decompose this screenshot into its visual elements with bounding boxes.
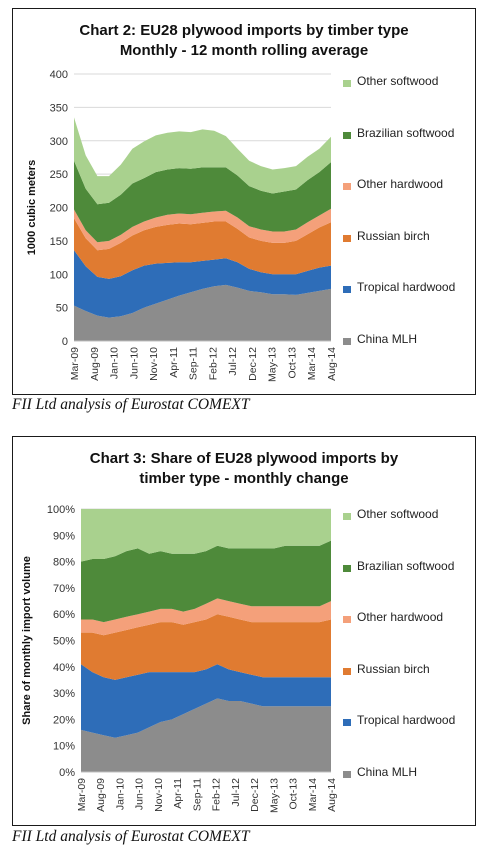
legend-swatch (343, 564, 351, 572)
x-tick-label: Jan-10 (109, 347, 121, 379)
area-series-china-mlh (74, 284, 331, 341)
x-tick-label: Aug-14 (326, 778, 338, 812)
legend-label: Russian birch (357, 661, 430, 676)
y-tick-label: 0 (62, 336, 68, 348)
x-tick-label: Feb-12 (207, 347, 219, 380)
y-tick-label: 40% (53, 662, 75, 674)
legend-label: China MLH (357, 764, 418, 779)
legend-label: China MLH (357, 331, 418, 346)
legend-label: Other hardwood (357, 177, 444, 191)
x-tick-label: Jun-10 (128, 347, 140, 379)
chart-panel-share: Chart 3: Share of EU28 plywood imports b… (12, 436, 476, 826)
x-tick-label: May-13 (267, 347, 279, 382)
area-series-other-softwood (74, 117, 331, 205)
area-series-russian-birch (74, 218, 331, 279)
legend-label: Other hardwood (357, 610, 444, 624)
x-tick-label: Mar-09 (69, 347, 81, 380)
y-tick-label: 400 (50, 69, 68, 81)
legend-label: Tropical hardwood (357, 713, 456, 727)
area-series-other-hardwood (74, 208, 331, 251)
x-tick-label: Apr-11 (168, 347, 180, 378)
y-tick-label: 50% (53, 636, 75, 648)
legend-swatch (343, 770, 351, 778)
x-tick-label: Aug-09 (89, 347, 101, 381)
y-tick-label: 90% (53, 530, 75, 542)
area-series-china-mlh (81, 698, 331, 772)
y-tick-label: 0% (59, 767, 75, 779)
chart-title: Chart 3: Share of EU28 plywood imports b… (13, 449, 475, 489)
area-series-tropical-hardwood (74, 250, 331, 318)
x-tick-label: Nov-10 (153, 778, 165, 812)
y-tick-label: 350 (50, 102, 68, 114)
y-tick-label: 80% (53, 557, 75, 569)
legend-swatch (343, 286, 351, 293)
legend-swatch (343, 616, 351, 623)
legend-swatch (343, 131, 351, 139)
legend-swatch (343, 513, 351, 520)
legend-label: Other softwood (357, 507, 439, 521)
y-tick-label: 50 (56, 303, 68, 315)
y-tick-label: 60% (53, 609, 75, 621)
x-tick-label: Jun-10 (134, 778, 146, 810)
chart-title-line2: Monthly - 12 month rolling average (119, 42, 369, 59)
y-tick-label: 10% (53, 741, 75, 753)
chart-title: Chart 2: EU28 plywood imports by timber … (13, 21, 475, 61)
chart-title-line1: Chart 3: Share of EU28 plywood imports b… (89, 450, 399, 467)
x-tick-label: May-13 (268, 778, 280, 813)
area-series-other-hardwood (81, 598, 331, 636)
y-tick-label: 20% (53, 714, 75, 726)
chart-title-line1: Chart 2: EU28 plywood imports by timber … (79, 22, 409, 39)
x-tick-label: Feb-12 (211, 778, 223, 811)
chart-title-line2: timber type - monthly change (139, 470, 349, 487)
legend-swatch (343, 667, 351, 675)
y-tick-label: 100 (50, 269, 68, 281)
area-series-brazilian-softwood (74, 160, 331, 243)
stacked-area-chart-volume: 0 50 100 150 200 250 300 350 400 Mar-09 Aug-09 Jan-… (26, 69, 338, 382)
area-series-other-softwood (81, 509, 331, 562)
x-tick-label: Oct-13 (287, 347, 299, 379)
legend-swatch (343, 234, 351, 242)
legend-label: Other softwood (357, 74, 439, 88)
legend-swatch (343, 719, 351, 726)
x-tick-label: Mar-14 (307, 778, 319, 811)
legend-swatch (343, 337, 351, 345)
x-tick-label: Mar-09 (76, 778, 88, 811)
y-tick-label: 250 (50, 169, 68, 181)
x-tick-label: Jul-12 (230, 778, 242, 807)
area-series-russian-birch (81, 614, 331, 680)
chart-source-caption: FII Ltd analysis of Eurostat COMEXT (12, 828, 250, 845)
x-tick-label: Mar-14 (306, 347, 318, 380)
stacked-area-chart-share: 0% 10% 20% 30% 40% 50% 60% 70% 80% 90% 100% Mar-09 A… (21, 504, 338, 813)
y-tick-label: 300 (50, 136, 68, 148)
x-tick-label: Jan-10 (115, 778, 127, 810)
x-tick-label: Oct-13 (288, 778, 300, 810)
legend-swatch (343, 183, 351, 190)
chart-panel-imports: Chart 2: EU28 plywood imports by timber … (12, 8, 476, 395)
x-tick-label: Nov-10 (148, 347, 160, 381)
x-tick-label: Aug-14 (326, 347, 338, 381)
legend-swatch (343, 80, 351, 87)
y-axis-label: Share of monthly import volume (21, 556, 33, 725)
y-tick-label: 100% (47, 504, 75, 516)
chart-source-caption: FII Ltd analysis of Eurostat COMEXT (12, 396, 250, 413)
y-tick-label: 200 (50, 203, 68, 215)
y-tick-label: 70% (53, 583, 75, 595)
legend-label: Russian birch (357, 228, 430, 243)
x-tick-label: Jul-12 (227, 347, 239, 376)
legend-label: Brazilian softwood (357, 558, 455, 573)
y-axis-label: 1000 cubic meters (26, 160, 38, 255)
legend-label: Brazilian softwood (357, 125, 455, 140)
x-tick-label: Sep-11 (191, 778, 203, 811)
x-tick-label: Sep-11 (188, 347, 200, 380)
x-tick-label: Dec-12 (249, 778, 261, 812)
legend-label: Tropical hardwood (357, 280, 456, 294)
x-tick-label: Apr-11 (172, 778, 184, 809)
area-series-tropical-hardwood (81, 664, 331, 738)
y-tick-label: 150 (50, 236, 68, 248)
area-series-brazilian-softwood (81, 540, 331, 623)
y-tick-label: 30% (53, 688, 75, 700)
x-tick-label: Aug-09 (95, 778, 107, 812)
x-tick-label: Dec-12 (247, 347, 259, 381)
